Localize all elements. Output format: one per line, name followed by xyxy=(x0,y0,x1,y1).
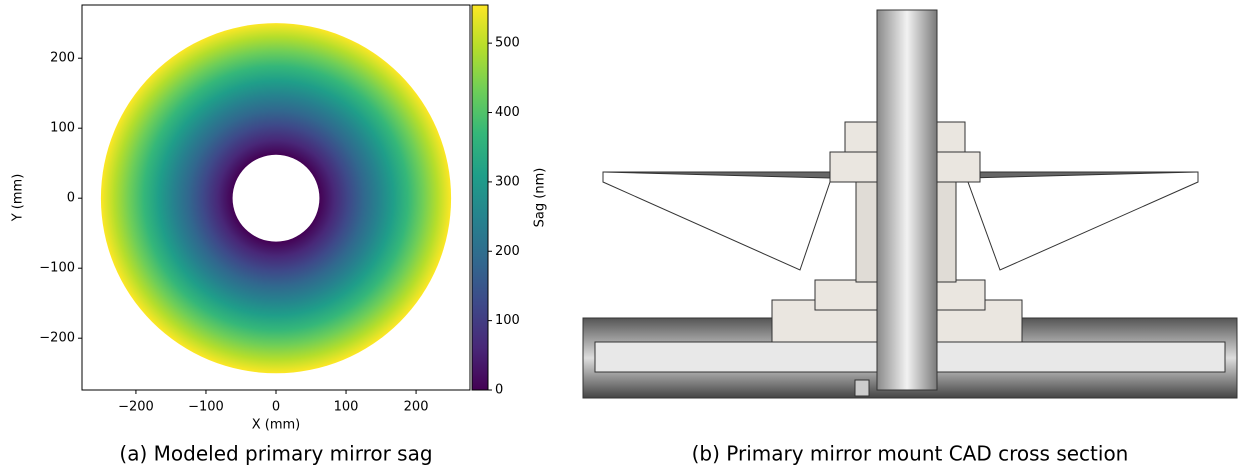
x-tick-label: 200 xyxy=(404,400,429,415)
x-tick-label: 100 xyxy=(334,400,359,415)
y-tick-label: 0 xyxy=(67,191,75,206)
y-tick-label: 200 xyxy=(50,51,75,66)
caption: (b) Primary mirror mount CAD cross secti… xyxy=(692,442,1129,466)
colorbar-tick-label: 0 xyxy=(495,383,503,398)
mirror-hole xyxy=(233,155,320,242)
caption: (a) Modeled primary mirror sag xyxy=(119,442,432,466)
colorbar xyxy=(472,5,488,390)
y-axis-label: Y (mm) xyxy=(11,174,26,223)
colorbar-tick-label: 400 xyxy=(495,105,520,120)
colorbar-label: Sag (nm) xyxy=(533,168,548,228)
figure: −200 −100 0 100 200 −200 −100 0 100 200 X (mm) Y (m… xyxy=(0,0,1239,469)
cad-drawing xyxy=(583,10,1237,398)
x-tick-label: −200 xyxy=(118,400,154,415)
colorbar-tick-label: 200 xyxy=(495,244,520,259)
x-tick-label: 0 xyxy=(272,400,280,415)
colorbar-tick-label: 100 xyxy=(495,313,520,328)
y-tick-label: −200 xyxy=(39,331,75,346)
colorbar-tick-label: 300 xyxy=(495,174,520,189)
x-tick-label: −100 xyxy=(188,400,224,415)
y-tick-label: −100 xyxy=(39,261,75,276)
colorbar-tick-label: 500 xyxy=(495,36,520,51)
x-axis-label: X (mm) xyxy=(252,418,301,433)
y-tick-label: 100 xyxy=(50,121,75,136)
